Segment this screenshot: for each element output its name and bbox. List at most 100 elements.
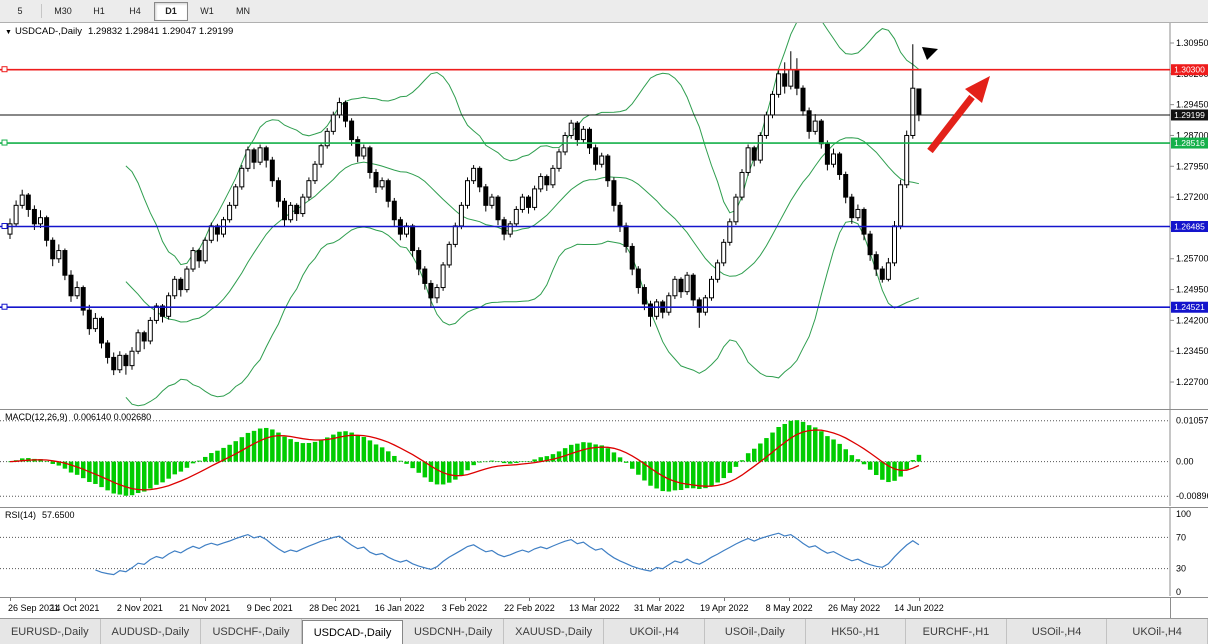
period-button-mn[interactable]: MN xyxy=(236,5,250,16)
date-label: 13 Mar 2022 xyxy=(569,603,620,613)
trend-arrow-annotation[interactable] xyxy=(922,47,990,154)
svg-text:1.23450: 1.23450 xyxy=(1176,346,1208,356)
timeframe-toolbar: 5 M30 H1 H4 D1 W1 MN xyxy=(0,0,1208,23)
symbol-dropdown-icon[interactable]: ▼ xyxy=(5,29,12,36)
hline-handle[interactable] xyxy=(1,139,8,146)
time-tick xyxy=(854,598,856,601)
macd-signal-line xyxy=(9,429,920,491)
time-tick xyxy=(269,598,271,601)
time-tick xyxy=(594,598,596,601)
bollinger-bands xyxy=(125,23,920,407)
time-tick xyxy=(789,598,791,601)
date-label: 19 Apr 2022 xyxy=(699,603,749,613)
svg-text:0: 0 xyxy=(1176,587,1181,596)
svg-text:1.27200: 1.27200 xyxy=(1176,192,1208,202)
chart-info: ▼ USDCAD-,Daily 1.29832 1.29841 1.29047 1.… xyxy=(5,26,233,37)
price-chart-canvas[interactable]: 1.309501.302001.294501.287001.279501.272… xyxy=(0,23,1208,409)
tab-eurchf-h1[interactable]: EURCHF-,H1 xyxy=(906,619,1007,644)
macd-label: MACD(12,26,9) 0.006140 0.002680 xyxy=(5,412,151,422)
candles-layer xyxy=(7,44,922,376)
date-label: 14 Jun 2022 xyxy=(894,603,944,613)
price-tag-1-24521 xyxy=(1171,301,1208,313)
rsi-line xyxy=(95,532,920,576)
date-label: 2 Nov 2021 xyxy=(116,603,163,613)
price-tag-1-29199 xyxy=(1171,109,1208,121)
macd-panel: MACD(12,26,9)0.006140 0.002680 0.010578 0… xyxy=(0,409,1208,507)
hline-handle[interactable] xyxy=(1,223,8,230)
tab-usoil-h4[interactable]: USOil-,H4 xyxy=(1006,619,1108,644)
price-tag-1-28516 xyxy=(1171,137,1208,149)
svg-text:1.22700: 1.22700 xyxy=(1176,377,1208,387)
period-button-w1[interactable]: W1 xyxy=(200,5,214,16)
tab-audusd-daily[interactable]: AUDUSD-,Daily xyxy=(100,619,202,644)
tab-ukoil-h4[interactable]: UKOil-,H4 xyxy=(604,619,706,644)
time-tick xyxy=(139,598,141,601)
tab-ukoil-h4[interactable]: UKOil-,H4 xyxy=(1107,619,1208,644)
time-tick xyxy=(204,598,206,601)
time-tick xyxy=(464,598,466,601)
svg-text:0.00: 0.00 xyxy=(1176,457,1194,467)
rsi-guides xyxy=(0,536,1170,570)
period-button-d1[interactable]: D1 xyxy=(154,1,188,21)
date-label: 9 Dec 2021 xyxy=(246,603,293,613)
date-label: 26 Sep 2021 xyxy=(8,603,60,613)
time-tick xyxy=(74,598,76,601)
hline-handle[interactable] xyxy=(1,66,8,73)
time-tick xyxy=(529,598,531,601)
date-label: 26 May 2022 xyxy=(828,603,881,613)
svg-text:1.25700: 1.25700 xyxy=(1176,254,1208,264)
svg-text:1.30300: 1.30300 xyxy=(1174,65,1205,75)
time-tick xyxy=(334,598,336,601)
svg-text:100: 100 xyxy=(1176,509,1191,519)
tab-usdchf-daily[interactable]: USDCHF-,Daily xyxy=(201,619,302,644)
date-label: 31 Mar 2022 xyxy=(634,603,685,613)
time-tick xyxy=(919,598,921,601)
period-button-5[interactable]: 5 xyxy=(17,5,23,16)
tab-eurusd-daily[interactable]: EURUSD-,Daily xyxy=(0,619,101,644)
svg-text:1.27950: 1.27950 xyxy=(1176,161,1208,171)
chart-symbol-label: USDCAD-,Daily xyxy=(14,26,82,37)
macd-histogram xyxy=(7,420,922,496)
chart-tabs: EURUSD-,Daily AUDUSD-,Daily USDCHF-,Daily U… xyxy=(0,618,1208,644)
macd-axis: 0.010578 0.00 -0.00896 xyxy=(1169,410,1208,506)
time-tick xyxy=(399,598,401,601)
time-tick xyxy=(659,598,661,601)
period-button-h1[interactable]: H1 xyxy=(93,5,105,16)
date-label: 3 Feb 2022 xyxy=(441,603,488,613)
price-tag-1-30300 xyxy=(1171,64,1208,76)
svg-text:1.26485: 1.26485 xyxy=(1174,222,1205,232)
rsi-label: RSI(14) 57.6500 xyxy=(5,510,75,520)
svg-text:1.29450: 1.29450 xyxy=(1176,100,1208,110)
tab-hk50-h1[interactable]: HK50-,H1 xyxy=(805,619,907,644)
tab-usdcnh-daily[interactable]: USDCNH-,Daily xyxy=(403,619,504,644)
time-axis[interactable]: 26 Sep 2021 14 Oct 2021 2 Nov 2021 21 Nov 2… xyxy=(0,597,1208,618)
macd-canvas[interactable]: 0.010578 0.00 -0.00896 xyxy=(0,410,1208,506)
svg-text:1.24200: 1.24200 xyxy=(1176,315,1208,325)
tab-usdcad-daily[interactable]: USDCAD-,Daily xyxy=(301,620,404,644)
axis-separator xyxy=(1170,598,1171,618)
svg-text:1.24950: 1.24950 xyxy=(1176,285,1208,295)
date-label: 8 May 2022 xyxy=(765,603,813,613)
rsi-panel: RSI(14) 57.6500 100 70 30 0 xyxy=(0,507,1208,597)
svg-text:1.28516: 1.28516 xyxy=(1174,138,1205,148)
rsi-axis: 100 70 30 0 xyxy=(1169,508,1191,596)
date-label: 22 Feb 2022 xyxy=(504,603,555,613)
tab-usoil-daily[interactable]: USOil-,Daily xyxy=(705,619,806,644)
rsi-canvas[interactable]: 100 70 30 0 xyxy=(0,508,1208,596)
price-tag-1-26485 xyxy=(1171,221,1208,233)
price-chart-panel: ▼ USDCAD-,Daily 1.29832 1.29841 1.29047 1.… xyxy=(0,23,1208,409)
svg-text:1.28700: 1.28700 xyxy=(1176,130,1208,140)
rsi-value: 57.6500 xyxy=(42,510,75,520)
macd-values: 0.006140 0.002680 xyxy=(73,412,152,422)
price-axis: 1.309501.302001.294501.287001.279501.272… xyxy=(1169,23,1208,409)
tab-xauusd-daily[interactable]: XAUUSD-,Daily xyxy=(503,619,605,644)
date-label: 28 Dec 2021 xyxy=(309,603,361,613)
svg-text:0.010578: 0.010578 xyxy=(1176,416,1208,426)
svg-text:70: 70 xyxy=(1176,532,1186,542)
period-button-h4[interactable]: H4 xyxy=(129,5,141,16)
hline-handle[interactable] xyxy=(1,303,8,310)
time-tick xyxy=(724,598,726,601)
chart-ohlc-values: 1.29832 1.29841 1.29047 1.29199 xyxy=(87,26,234,37)
period-button-m30[interactable]: M30 xyxy=(54,5,72,16)
